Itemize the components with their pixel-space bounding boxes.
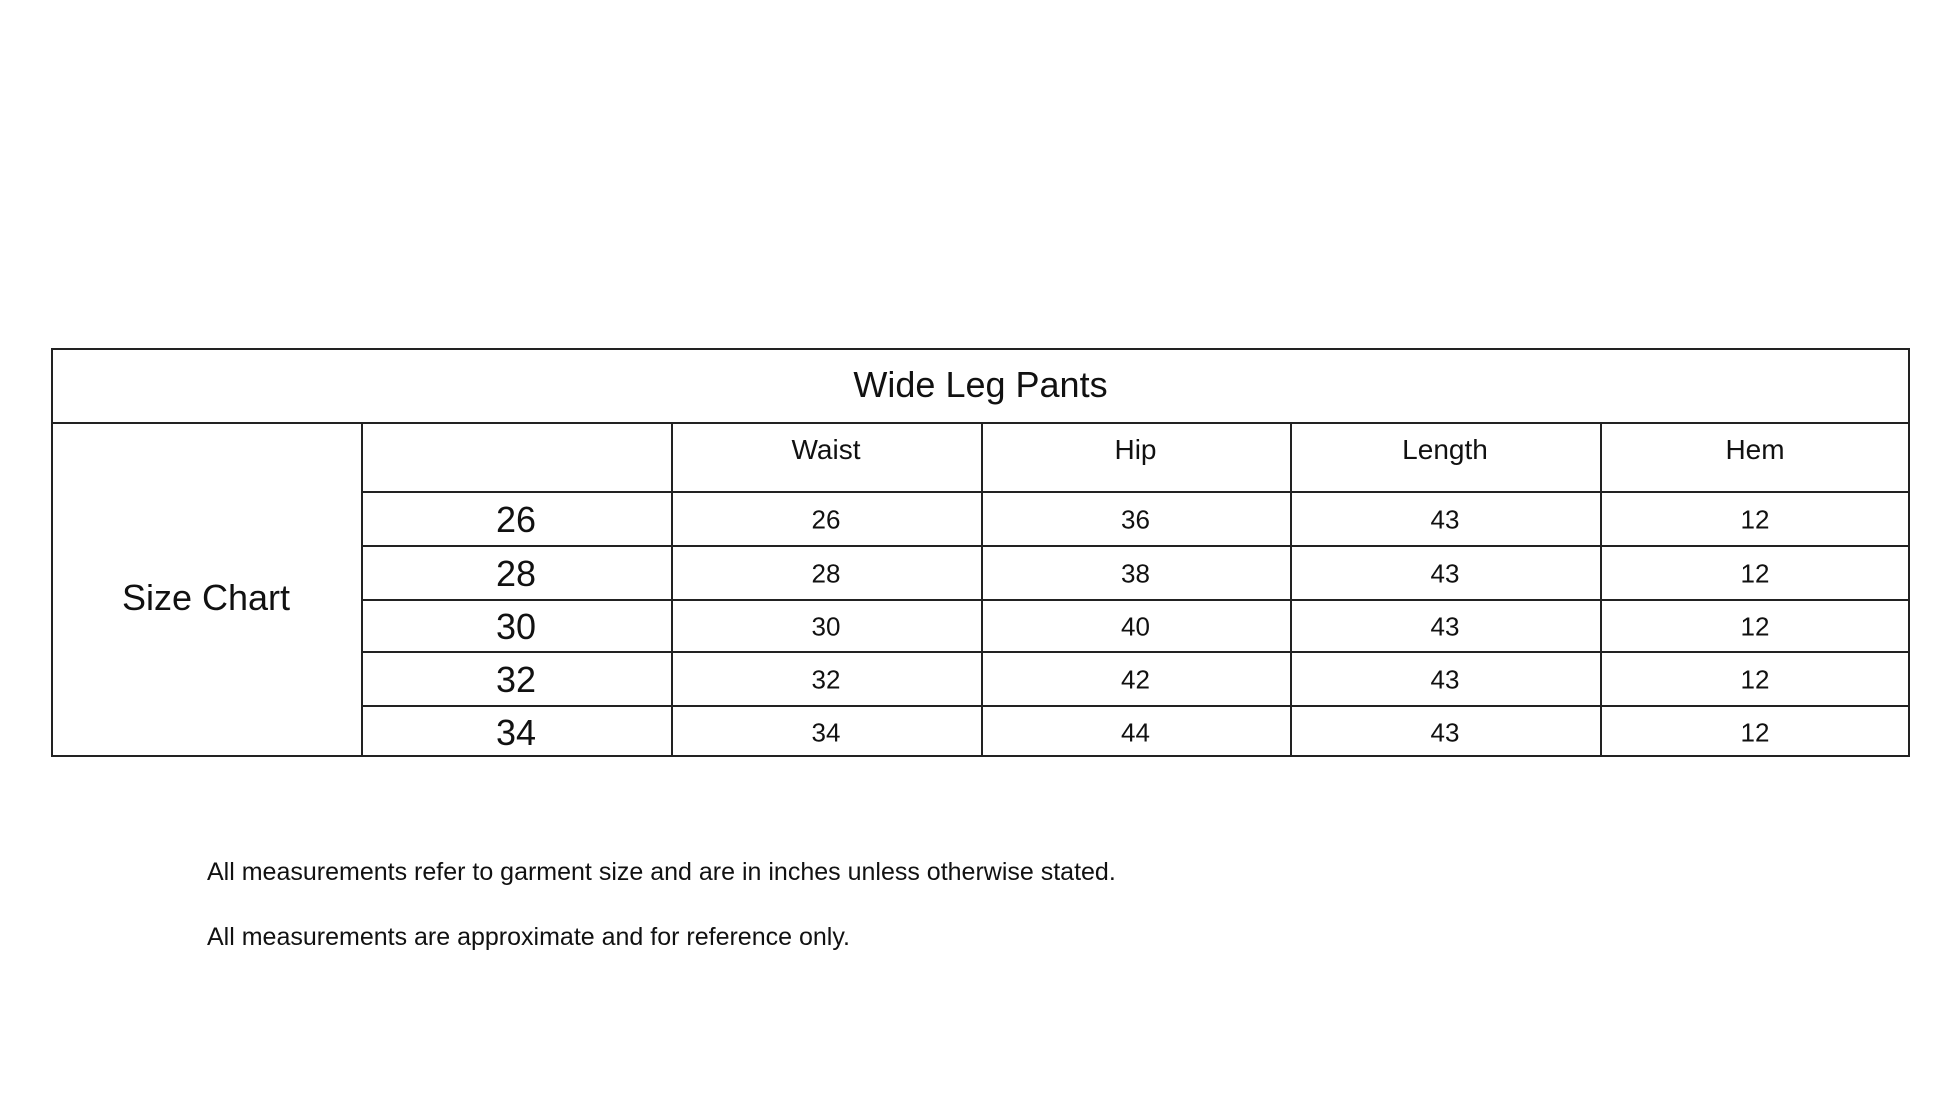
size-cell: 30 [495, 606, 537, 647]
measurement-cell: 38 [1121, 558, 1150, 589]
column-header: Hem [1725, 434, 1785, 465]
size-cell: 32 [495, 659, 537, 700]
measurement-cell: 43 [1430, 611, 1460, 642]
grid-line [1290, 422, 1292, 757]
table-title: Wide Leg Pants [853, 364, 1108, 405]
measurement-cell: 12 [1740, 504, 1770, 535]
size-chart-label: Size Chart [121, 577, 291, 618]
size-cell: 34 [495, 712, 537, 753]
grid-line [361, 422, 363, 757]
column-header: Length [1402, 434, 1488, 465]
measurement-cell: 42 [1121, 664, 1150, 695]
column-header: Waist [791, 434, 861, 465]
grid-line [671, 422, 673, 757]
column-header: Hip [1114, 434, 1157, 465]
grid-line [361, 545, 1910, 547]
note-approximate: All measurements are approximate and for… [207, 923, 850, 951]
size-chart-table [51, 348, 1910, 757]
grid-line [361, 705, 1910, 707]
measurement-cell: 32 [811, 664, 841, 695]
measurement-cell: 40 [1121, 611, 1150, 642]
measurement-cell: 44 [1121, 717, 1150, 748]
measurement-cell: 43 [1430, 504, 1460, 535]
measurement-cell: 34 [811, 717, 841, 748]
measurement-cell: 12 [1740, 558, 1770, 589]
measurement-cell: 12 [1740, 664, 1770, 695]
measurement-cell: 43 [1430, 558, 1460, 589]
measurement-cell: 26 [811, 504, 841, 535]
measurement-cell: 30 [811, 611, 841, 642]
grid-line [361, 491, 1910, 493]
grid-line [51, 422, 1910, 424]
grid-line [981, 422, 983, 757]
size-cell: 26 [495, 499, 537, 540]
measurement-cell: 28 [811, 558, 841, 589]
note-units: All measurements refer to garment size a… [207, 858, 1116, 886]
grid-line [361, 651, 1910, 653]
measurement-cell: 12 [1740, 611, 1770, 642]
measurement-cell: 43 [1430, 717, 1460, 748]
size-cell: 28 [495, 553, 537, 594]
grid-line [1600, 422, 1602, 757]
grid-line [361, 599, 1910, 601]
measurement-cell: 12 [1740, 717, 1770, 748]
measurement-cell: 43 [1430, 664, 1460, 695]
measurement-cell: 36 [1121, 504, 1150, 535]
